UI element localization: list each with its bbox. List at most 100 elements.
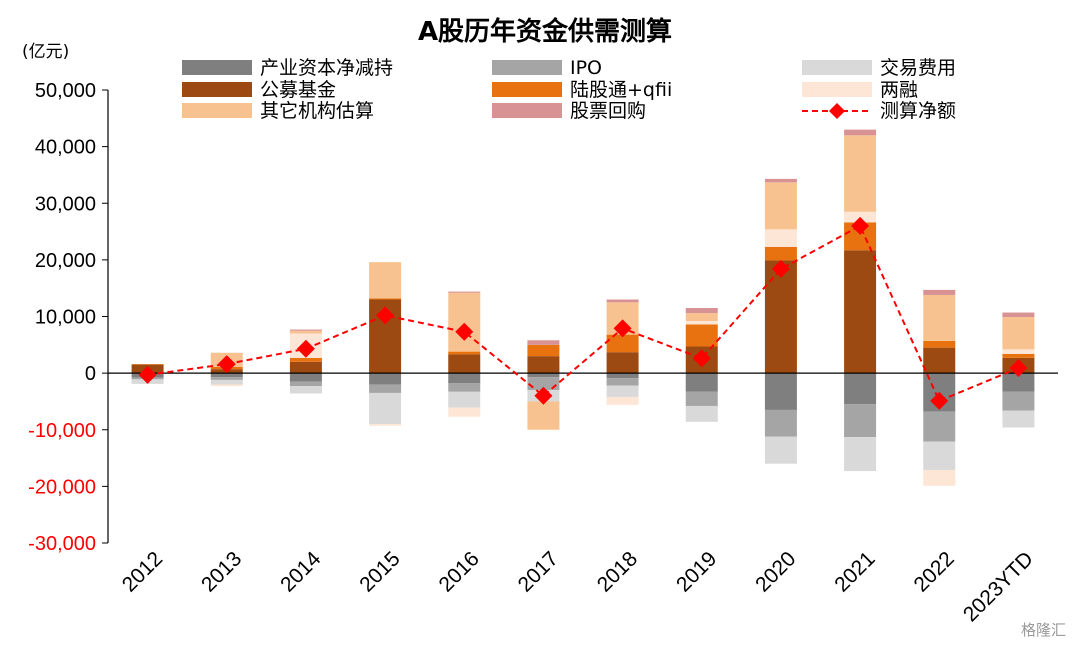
bar-segment: [685, 308, 718, 314]
legend-label: 产业资本净减持: [260, 57, 393, 79]
bar-segment: [764, 409, 797, 437]
y-tick-label: -20,000: [28, 476, 96, 498]
legend-swatch: [182, 103, 252, 118]
x-axis: 2012 2013 2014 2015 2016 2017 2018 2019 2020 2021…: [108, 372, 1058, 626]
bar-segment: [685, 321, 718, 325]
bar-segment: [369, 298, 402, 300]
bar-segment: [764, 229, 797, 247]
bar-segment: [764, 178, 797, 183]
bar-segment: [289, 357, 322, 362]
bar-segment: [764, 182, 797, 230]
bar-segment: [1002, 353, 1035, 358]
bar-segment: [923, 340, 956, 348]
bar-segment: [844, 129, 877, 136]
bar-segment: [289, 386, 322, 394]
bar-segment: [1002, 349, 1035, 354]
y-tick-label: 0: [85, 363, 96, 385]
bar-segment: [527, 401, 560, 430]
bar-segment: [527, 377, 560, 391]
bar-segment: [369, 392, 402, 425]
bar-segment: [764, 436, 797, 464]
bar-group: [131, 129, 1035, 486]
bar-segment: [527, 356, 560, 374]
bar-segment: [448, 292, 481, 352]
x-tick-label: 2013: [197, 547, 246, 596]
bar-segment: [764, 373, 797, 410]
net-point: [851, 216, 870, 235]
bar-segment: [923, 411, 956, 442]
bar-segment: [448, 354, 481, 374]
bar-segment: [448, 291, 481, 293]
legend-swatch: [802, 60, 872, 75]
bar-segment: [527, 344, 560, 357]
net-point: [1009, 359, 1028, 378]
bar-segment: [606, 352, 639, 374]
bar-segment: [369, 424, 402, 426]
bar-segment: [1002, 373, 1035, 392]
bar-segment: [606, 396, 639, 405]
y-tick-label: 50,000: [35, 80, 96, 102]
bar-segment: [210, 373, 243, 378]
net-point: [613, 319, 632, 338]
legend-label: 公募基金: [260, 79, 336, 101]
bar-segment: [844, 135, 877, 212]
legend-swatch: [492, 60, 562, 75]
bar-segment: [289, 330, 322, 334]
x-tick-label: 2016: [434, 547, 483, 596]
bar-segment: [685, 373, 718, 392]
y-tick-label: -10,000: [28, 420, 96, 442]
bar-segment: [1002, 410, 1035, 428]
net-point: [930, 391, 949, 410]
net-point: [455, 322, 474, 341]
net-line: [147, 224, 1019, 403]
x-tick-label: 2015: [355, 547, 404, 596]
bar-segment: [369, 262, 402, 299]
legend-swatch: [182, 82, 252, 97]
legend-label: 其它机构估算: [260, 100, 374, 122]
bar-segment: [448, 407, 481, 417]
bar-segment: [923, 294, 956, 341]
y-tick-label: 20,000: [35, 250, 96, 272]
bar-segment: [606, 373, 639, 379]
x-tick-label: 2022: [909, 547, 958, 596]
x-tick-label: 2023YTD: [959, 547, 1038, 626]
net-point: [296, 339, 315, 358]
chart-title: A股历年资金供需测算: [418, 16, 672, 47]
bar-segment: [210, 384, 243, 387]
bar-segment: [448, 351, 481, 355]
x-tick-label: 2021: [830, 547, 879, 596]
legend-swatch: [802, 82, 872, 97]
net-point: [692, 349, 711, 368]
bar-segment: [448, 373, 481, 384]
legend-label: IPO: [570, 57, 602, 79]
watermark: 格隆汇: [1020, 621, 1066, 639]
legend-swatch: [182, 60, 252, 75]
bar-segment: [923, 469, 956, 486]
bar-segment: [289, 373, 322, 382]
bar-segment: [606, 334, 639, 353]
bar-segment: [606, 385, 639, 397]
net-line-series: [138, 216, 1028, 410]
bar-segment: [369, 373, 402, 385]
y-tick-label: 30,000: [35, 193, 96, 215]
bar-segment: [764, 260, 797, 374]
bar-segment: [448, 391, 481, 408]
bar-segment: [606, 299, 639, 303]
bar-segment: [448, 383, 481, 392]
net-point: [771, 259, 790, 278]
bar-segment: [923, 289, 956, 295]
bar-segment: [369, 384, 402, 393]
bar-segment: [844, 250, 877, 374]
bar-segment: [1002, 317, 1035, 350]
legend-label: 交易费用: [880, 57, 956, 79]
bar-segment: [606, 378, 639, 386]
legend-label: 两融: [880, 79, 918, 101]
y-tick-label: -30,000: [28, 533, 96, 555]
bar-segment: [289, 329, 322, 331]
bar-segment: [685, 313, 718, 322]
x-tick-label: 2014: [276, 547, 326, 597]
net-point: [534, 386, 553, 405]
bar-segment: [923, 441, 956, 470]
